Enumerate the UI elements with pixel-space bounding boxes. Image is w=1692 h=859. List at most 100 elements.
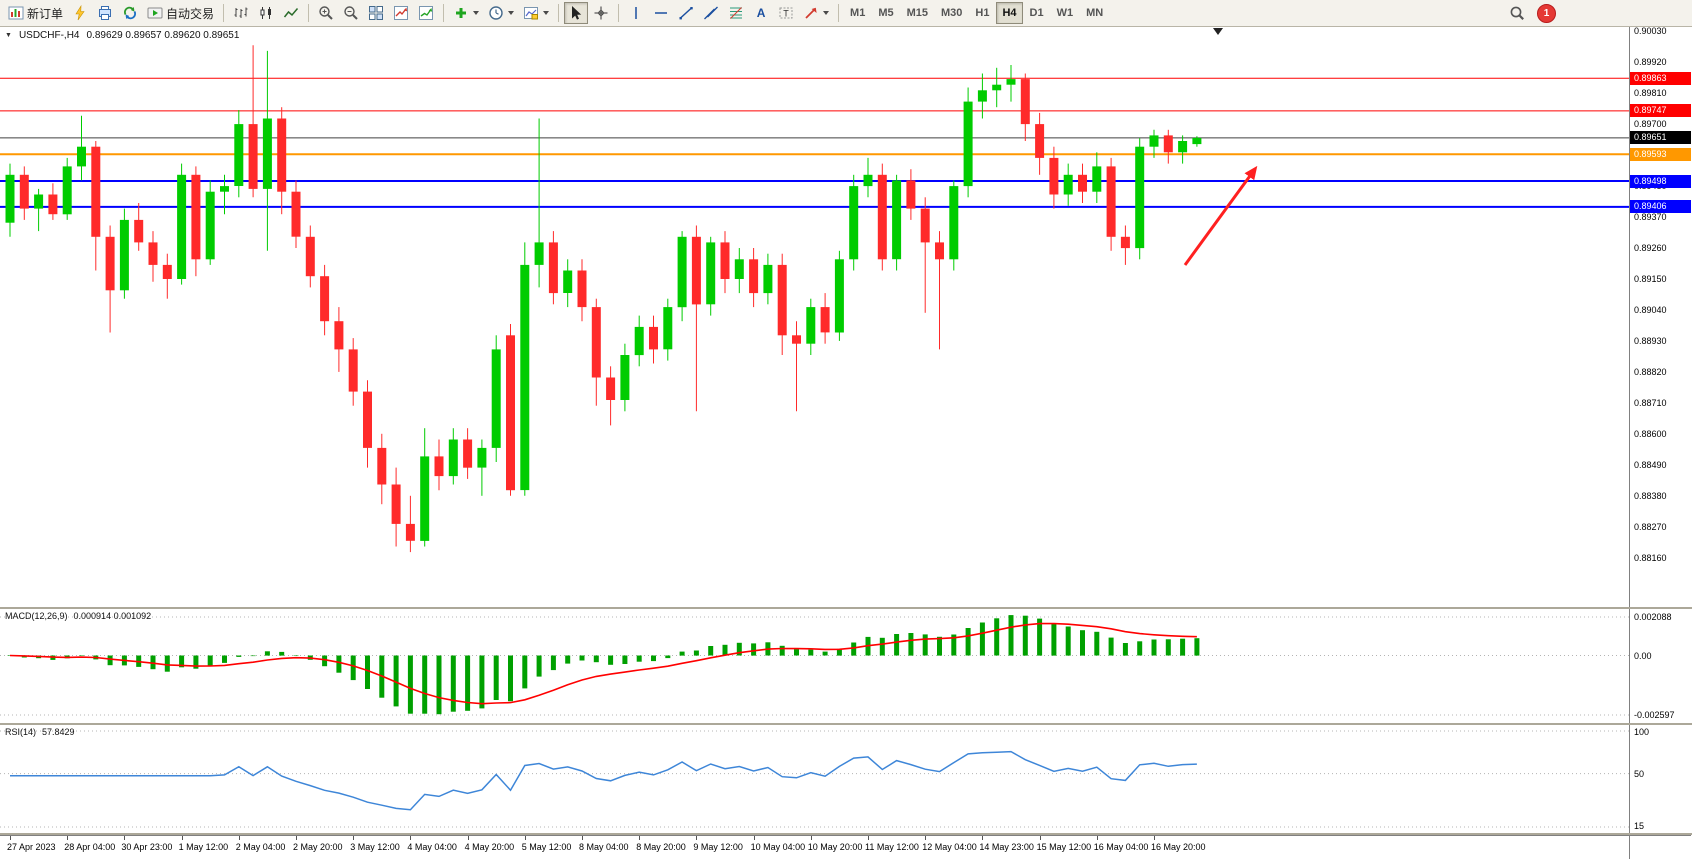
new-order-button[interactable]: 新订单 (4, 2, 67, 24)
time-axis-label: 12 May 04:00 (922, 842, 977, 852)
trendline-tool-button[interactable] (674, 2, 698, 24)
line-chart-mode-button[interactable] (279, 2, 303, 24)
metaeditor-button[interactable] (68, 2, 92, 24)
time-axis-label: 2 May 04:00 (235, 842, 286, 852)
macd-canvas[interactable] (0, 609, 1629, 723)
rsi-label: RSI(14) 57.8429 (5, 727, 75, 737)
timeframe-m15-button[interactable]: M15 (901, 2, 934, 24)
templates-button[interactable] (519, 2, 553, 24)
price-scale-label: 0.88820 (1634, 366, 1667, 377)
add-indicator-button[interactable] (449, 2, 483, 24)
fibonacci-tool-button[interactable] (724, 2, 748, 24)
macd-label: MACD(12,26,9) 0.000914 0.001092 (5, 611, 151, 621)
chart-shift-marker[interactable] (1213, 28, 1223, 35)
macd-panel: MACD(12,26,9) 0.000914 0.001092 0.002088… (0, 609, 1692, 723)
toolbar-separator (558, 4, 560, 22)
zoom-in-button[interactable] (314, 2, 338, 24)
toolbar-right-group: 1 (1505, 2, 1556, 24)
channel-tool-button[interactable] (699, 2, 723, 24)
price-scale-label: 0.89700 (1634, 119, 1667, 130)
search-button[interactable] (1505, 2, 1529, 24)
candlestick-mode-button[interactable] (254, 2, 278, 24)
zoom-out-button[interactable] (339, 2, 363, 24)
trendline-icon (678, 5, 694, 21)
vertical-line-tool-button[interactable] (624, 2, 648, 24)
bar-chart-icon (233, 5, 249, 21)
text-label-icon: T (778, 5, 794, 21)
price-badge-0.89406[interactable]: 0.89406 (1630, 200, 1691, 214)
price-scale-label: 0.89810 (1634, 88, 1667, 99)
crosshair-icon (593, 5, 609, 21)
toolbar-separator (308, 4, 310, 22)
panel-splitter[interactable] (0, 723, 1692, 725)
timeframe-w1-button[interactable]: W1 (1051, 2, 1080, 24)
main-toolbar: 新订单 自动交易 (0, 0, 1692, 27)
macd-scale[interactable]: 0.002088 0.00 -0.002597 (1629, 609, 1691, 723)
timeframe-m30-button[interactable]: M30 (935, 2, 968, 24)
time-axis-label: 1 May 12:00 (178, 842, 229, 852)
price-badge-0.89498[interactable]: 0.89498 (1630, 174, 1691, 188)
time-axis-label: 5 May 12:00 (521, 842, 572, 852)
time-axis-label: 10 May 20:00 (807, 842, 863, 852)
panel-splitter[interactable] (0, 833, 1692, 835)
dropdown-caret-icon (473, 11, 480, 15)
autotrading-button[interactable]: 自动交易 (143, 2, 218, 24)
price-scale-label: 0.88600 (1634, 428, 1667, 439)
timeframe-m1-button[interactable]: M1 (844, 2, 871, 24)
refresh-button[interactable] (118, 2, 142, 24)
horizontal-line-tool-button[interactable] (649, 2, 673, 24)
price-badge-0.89651[interactable]: 0.89651 (1630, 131, 1691, 145)
panel-splitter[interactable] (0, 607, 1692, 609)
indicator-list-button[interactable] (389, 2, 413, 24)
timeframe-h4-button[interactable]: H4 (996, 2, 1023, 24)
price-badge-0.89863[interactable]: 0.89863 (1630, 71, 1691, 85)
rsi-canvas[interactable] (0, 725, 1629, 833)
lightning-icon (72, 5, 88, 21)
cursor-tool-button[interactable] (564, 2, 589, 24)
chart-collapse-icon[interactable]: ▼ (5, 32, 12, 39)
timeframe-h1-button[interactable]: H1 (969, 2, 995, 24)
time-axis-corner (1629, 835, 1691, 859)
arrow-annotation[interactable] (1183, 165, 1258, 266)
notification-badge[interactable]: 1 (1537, 3, 1556, 23)
chart-objects-button[interactable] (414, 2, 438, 24)
periods-button[interactable] (484, 2, 518, 24)
rsi-line (10, 750, 1197, 811)
arrows-tool-button[interactable] (799, 2, 833, 24)
candlestick-icon (258, 5, 274, 21)
price-scale-label: 0.88710 (1634, 397, 1667, 408)
time-axis[interactable]: 27 Apr 2023 28 Apr 04:00 30 Apr 23:00 1 May… (0, 835, 1692, 859)
timeframe-d1-button[interactable]: D1 (1024, 2, 1050, 24)
macd-scale-label: 0.00 (1634, 650, 1652, 661)
text-tool-icon: A (756, 6, 766, 20)
time-axis-tick (753, 836, 755, 840)
toolbar-separator (618, 4, 620, 22)
text-tool-button[interactable]: A (749, 2, 773, 24)
crosshair-tool-button[interactable] (589, 2, 613, 24)
timeframe-m5-button[interactable]: M5 (872, 2, 899, 24)
time-axis-label: 14 May 23:00 (979, 842, 1034, 852)
tile-windows-button[interactable] (364, 2, 388, 24)
time-axis-label: 16 May 20:00 (1151, 842, 1206, 852)
printer-icon (97, 5, 113, 21)
bar-chart-mode-button[interactable] (229, 2, 253, 24)
price-scale-label: 0.88490 (1634, 459, 1667, 470)
main-chart-panel: ▼ USDCHF-,H4 0.89629 0.89657 0.89620 0.8… (0, 27, 1692, 607)
time-axis-tick (467, 836, 469, 840)
candles[interactable] (5, 45, 1202, 553)
arrow-object-icon (803, 5, 819, 21)
text-label-tool-button[interactable]: T (774, 2, 798, 24)
macd-histogram (7, 615, 1200, 715)
time-axis-tick (925, 836, 927, 840)
rsi-scale[interactable]: 100 50 15 (1629, 725, 1691, 833)
price-badge-0.89747[interactable]: 0.89747 (1630, 104, 1691, 118)
timeframe-mn-button[interactable]: MN (1080, 2, 1109, 24)
price-scale[interactable]: 0.900300.899200.898100.897000.895900.894… (1629, 27, 1691, 607)
time-axis-label: 8 May 20:00 (636, 842, 686, 852)
main-chart-canvas[interactable] (0, 27, 1629, 607)
time-axis-label: 27 Apr 2023 (7, 842, 56, 852)
dropdown-caret-icon (823, 11, 830, 15)
price-badge-0.89593[interactable]: 0.89593 (1630, 147, 1691, 161)
print-button[interactable] (93, 2, 117, 24)
cursor-icon (568, 5, 584, 21)
